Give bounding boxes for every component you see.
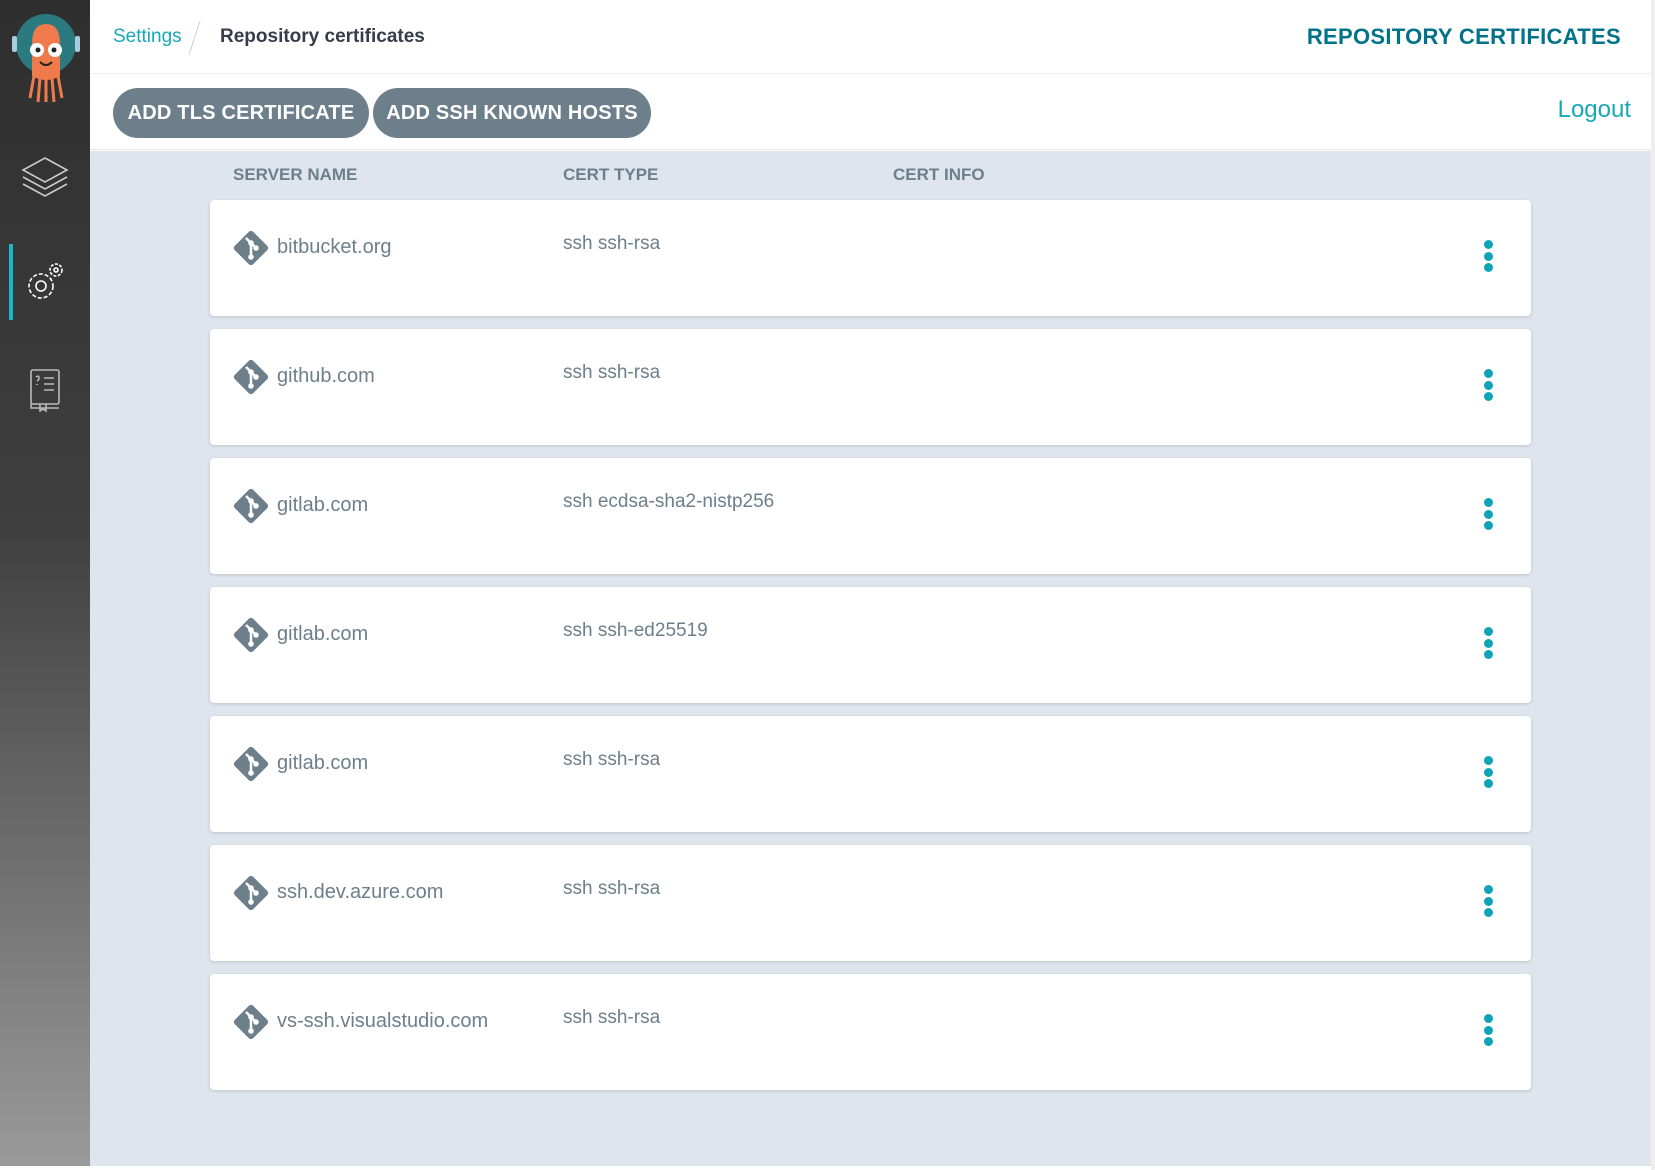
- column-header-cert-type: CERT TYPE: [563, 165, 659, 184]
- toolbar: ADD TLS CERTIFICATE ADD SSH KNOWN HOSTS …: [90, 74, 1651, 150]
- breadcrumb-current: Repository certificates: [220, 26, 425, 47]
- table-row[interactable]: bitbucket.org ssh ssh-rsa: [210, 200, 1531, 316]
- server-name: gitlab.com: [277, 494, 369, 516]
- more-options-icon[interactable]: [1478, 240, 1498, 272]
- server-name: vs-ssh.visualstudio.com: [277, 1010, 489, 1032]
- cert-type: ssh ssh-rsa: [563, 749, 661, 770]
- git-icon: [233, 230, 269, 266]
- server-name: gitlab.com: [277, 623, 369, 645]
- git-icon: [233, 488, 269, 524]
- page-title: REPOSITORY CERTIFICATES: [1306, 24, 1621, 49]
- more-options-icon[interactable]: [1478, 627, 1498, 659]
- gears-icon: [28, 263, 63, 299]
- cert-type: ssh ssh-ed25519: [563, 620, 708, 641]
- cert-type: ssh ssh-rsa: [563, 233, 661, 254]
- cert-type: ssh ecdsa-sha2-nistp256: [563, 491, 775, 512]
- table-row[interactable]: gitlab.com ssh ssh-ed25519: [210, 587, 1531, 703]
- docs-icon: [30, 369, 60, 412]
- more-options-icon[interactable]: [1478, 885, 1498, 917]
- more-options-icon[interactable]: [1478, 1014, 1498, 1046]
- logout-link[interactable]: Logout: [1557, 96, 1631, 123]
- cert-type: ssh ssh-rsa: [563, 878, 661, 899]
- breadcrumb-settings[interactable]: Settings: [113, 26, 182, 47]
- table-row[interactable]: github.com ssh ssh-rsa: [210, 329, 1531, 445]
- layers-icon: [21, 157, 69, 197]
- breadcrumb-separator: [188, 20, 201, 56]
- more-options-icon[interactable]: [1478, 369, 1498, 401]
- table-row[interactable]: vs-ssh.visualstudio.com ssh ssh-rsa: [210, 974, 1531, 1090]
- server-name: github.com: [277, 365, 375, 387]
- certificates-list: SERVER NAME CERT TYPE CERT INFO bitbucke…: [90, 151, 1651, 1166]
- sidebar: [0, 0, 90, 1166]
- more-options-icon[interactable]: [1478, 756, 1498, 788]
- more-options-icon[interactable]: [1478, 498, 1498, 530]
- git-icon: [233, 1004, 269, 1040]
- git-icon: [233, 875, 269, 911]
- server-name: gitlab.com: [277, 752, 369, 774]
- sidebar-item-applications[interactable]: [0, 140, 90, 216]
- server-name: ssh.dev.azure.com: [277, 881, 444, 903]
- server-name: bitbucket.org: [277, 236, 392, 258]
- table-row[interactable]: ssh.dev.azure.com ssh ssh-rsa: [210, 845, 1531, 961]
- header: Settings Repository certificates REPOSIT…: [90, 0, 1651, 74]
- git-icon: [233, 359, 269, 395]
- column-header-server-name: SERVER NAME: [233, 165, 358, 184]
- git-icon: [233, 746, 269, 782]
- add-ssh-known-hosts-button[interactable]: ADD SSH KNOWN HOSTS: [373, 88, 651, 138]
- sidebar-item-docs[interactable]: [0, 352, 90, 428]
- argo-logo[interactable]: [12, 14, 80, 104]
- table-row[interactable]: gitlab.com ssh ecdsa-sha2-nistp256: [210, 458, 1531, 574]
- column-header-cert-info: CERT INFO: [893, 165, 985, 184]
- git-icon: [233, 617, 269, 653]
- add-tls-certificate-button[interactable]: ADD TLS CERTIFICATE: [113, 88, 369, 138]
- scrollbar[interactable]: [1651, 0, 1655, 1170]
- cert-type: ssh ssh-rsa: [563, 1007, 661, 1028]
- sidebar-item-settings[interactable]: [0, 244, 90, 320]
- table-row[interactable]: gitlab.com ssh ssh-rsa: [210, 716, 1531, 832]
- cert-type: ssh ssh-rsa: [563, 362, 661, 383]
